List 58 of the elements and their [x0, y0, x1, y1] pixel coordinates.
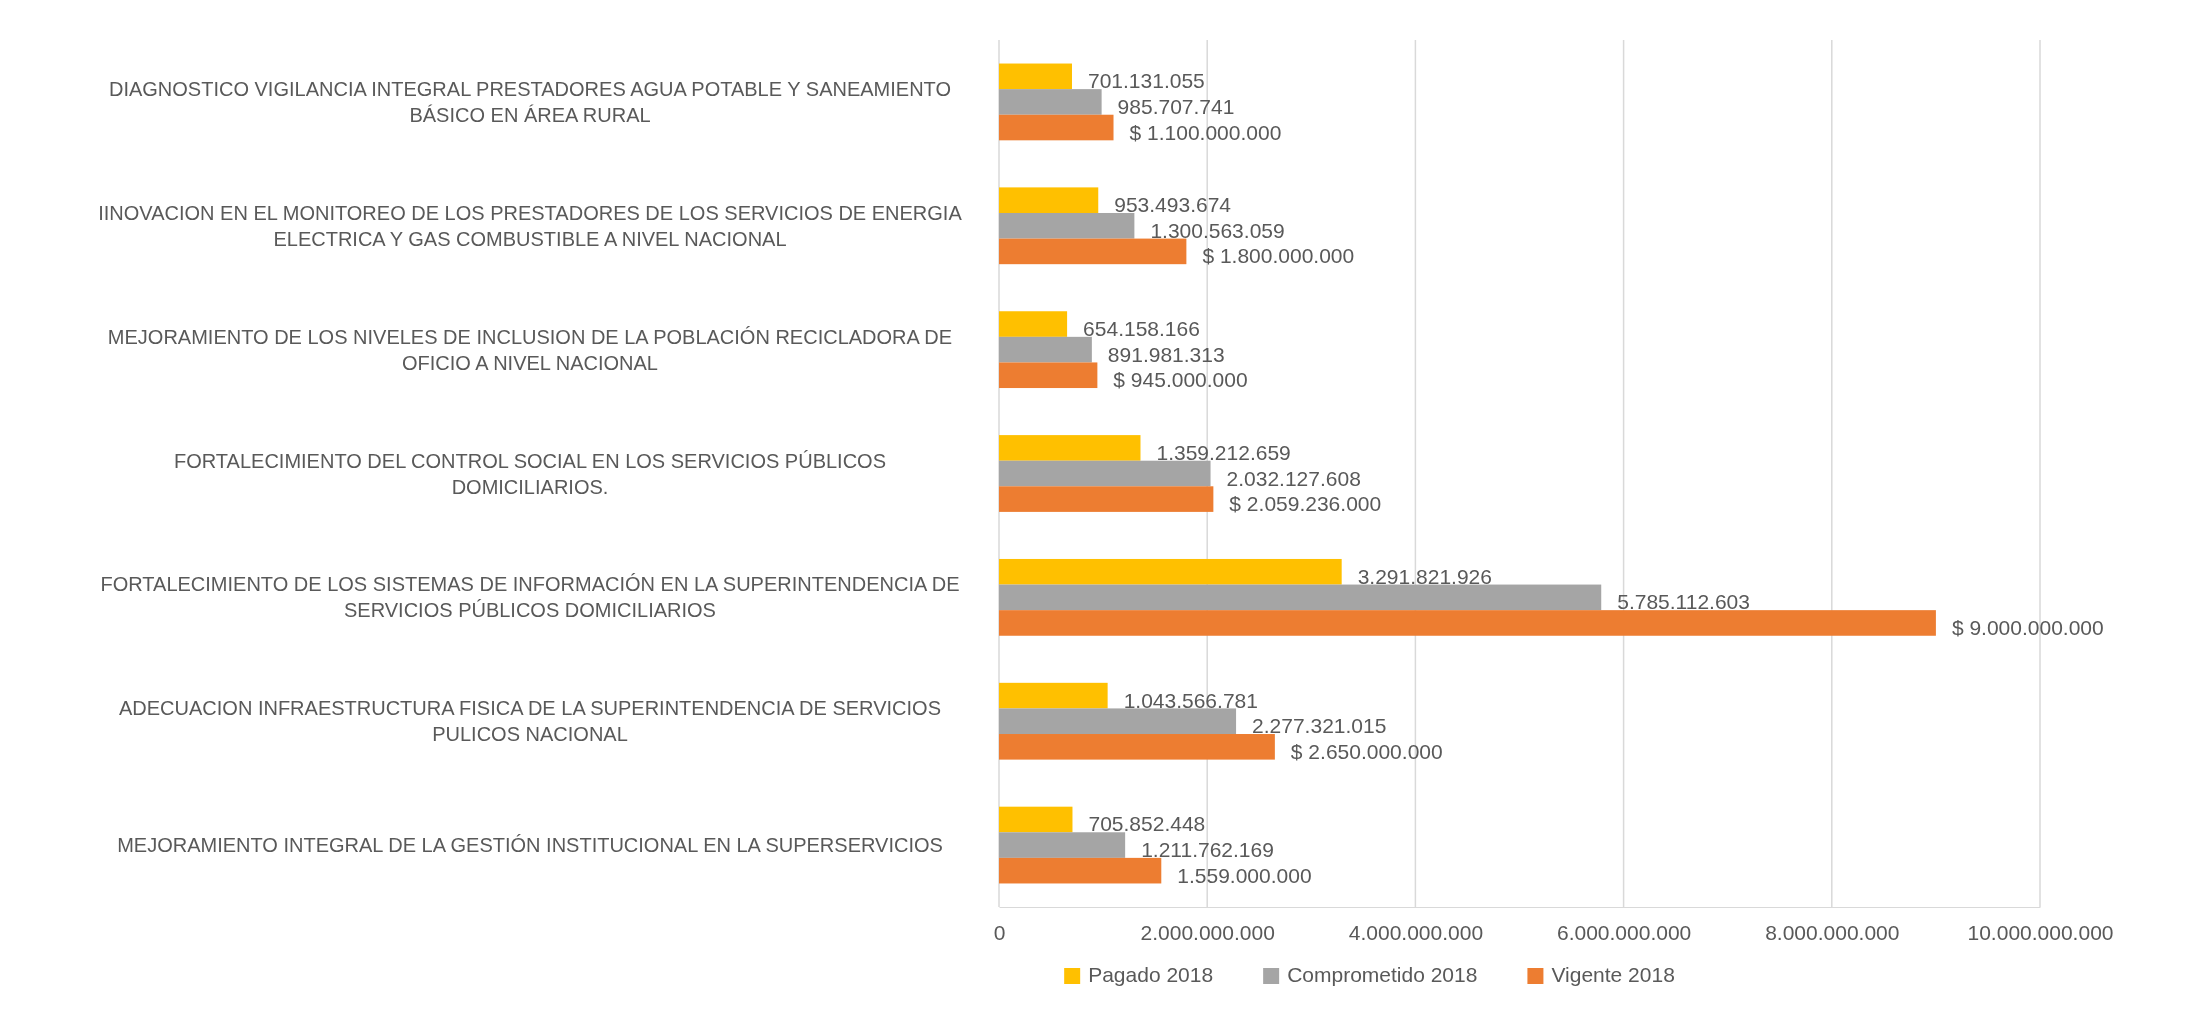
bar [999, 336, 1092, 363]
x-tick-label: 8.000.000.000 [1765, 920, 1900, 944]
bar [999, 435, 1141, 461]
data-label: 953.493.674 [1114, 193, 1232, 217]
bar [999, 857, 1162, 884]
x-tick-label: 0 [993, 920, 1006, 944]
y-tick-label: MEJORAMIENTO INTEGRAL DE LA GESTIÓN INSTITUCIONAL EN LA SUPERSERVICIOS [117, 834, 943, 857]
legend-label: Pagado 2018 [1088, 963, 1214, 986]
y-tick-label: DIAGNOSTICO VIGILANCIA INTEGRAL PRESTADORES AGUA POTABLE Y SANEAMIENTO BÁSICO EN ÁREA RURAL [108, 77, 952, 126]
data-label: 701.131.055 [1087, 69, 1205, 93]
data-label: 2.277.321.015 [1252, 714, 1387, 738]
y-tick-label: IINOVACION EN EL MONITOREO DE LOS PRESTADORES DE LOS SERVICIOS DE ENERGIA ELECTRICA Y GAS COMBUSTIBLE A NIVEL NACIONAL [98, 201, 963, 250]
x-tick-label: 4.000.000.000 [1348, 920, 1484, 944]
bar [999, 460, 1211, 487]
data-label: 1.559.000.000 [1177, 863, 1312, 887]
bar [999, 212, 1135, 239]
bar [999, 558, 1342, 585]
data-label: $ 2.650.000.000 [1290, 739, 1443, 763]
data-label: $ 1.100.000.000 [1129, 120, 1282, 144]
x-tick-label: 2.000.000.000 [1140, 920, 1275, 944]
bar [999, 734, 1275, 760]
data-label: 891.981.313 [1107, 342, 1225, 366]
data-label: 705.852.448 [1088, 812, 1206, 836]
legend-label: Vigente 2018 [1551, 963, 1675, 986]
bar [999, 610, 1936, 636]
data-label: $ 945.000.000 [1113, 368, 1248, 392]
bar [999, 311, 1068, 337]
bar [999, 832, 1126, 858]
bar [999, 238, 1187, 265]
bar [999, 806, 1073, 833]
bar [999, 63, 1072, 90]
x-tick-label: 10.000.000.000 [1967, 920, 2114, 944]
bar [999, 682, 1108, 709]
data-label: 1.043.566.781 [1123, 688, 1258, 712]
bar [999, 362, 1098, 389]
data-label: 654.158.166 [1083, 317, 1200, 341]
data-label: 3.291.821.926 [1357, 564, 1492, 588]
legend-label: Comprometido 2018 [1287, 963, 1478, 986]
y-tick-label: FORTALECIMIENTO DEL CONTROL SOCIAL EN LOS SERVICIOS PÚBLICOS DOMICILIARIOS. [173, 449, 887, 498]
data-label: 5.785.112.603 [1617, 590, 1750, 614]
y-tick-label: MEJORAMIENTO DE LOS NIVELES DE INCLUSION DE LA POBLACIÓN RECICLADORA DE OFICIO A NIVEL NACIONAL [107, 325, 953, 374]
bar [999, 114, 1114, 141]
bar [999, 486, 1214, 512]
bar [999, 187, 1099, 213]
data-label: $ 9.000.000.000 [1951, 615, 2104, 639]
x-tick-label: 6.000.000.000 [1556, 920, 1692, 944]
data-label: 1.300.563.059 [1150, 218, 1285, 242]
data-label: 2.032.127.608 [1226, 466, 1361, 490]
bar [999, 708, 1237, 735]
y-tick-label: FORTALECIMIENTO DE LOS SISTEMAS DE INFORMACIÓN EN LA SUPERINTENDENCIA DE SERVICIOS PÚBLICOS DOMICILIARIOS [100, 573, 960, 622]
data-label: 1.359.212.659 [1156, 440, 1291, 464]
data-label: 1.211.762.169 [1141, 838, 1274, 862]
data-label: 985.707.741 [1117, 94, 1235, 118]
data-label: $ 1.800.000.000 [1202, 244, 1355, 268]
y-tick-label: ADECUACION INFRAESTRUCTURA FISICA DE LA SUPERINTENDENCIA DE SERVICIOS PULICOS NACIONAL [118, 697, 942, 746]
bar [999, 584, 1602, 611]
bar [999, 89, 1102, 115]
data-label: $ 2.059.236.000 [1229, 492, 1382, 516]
